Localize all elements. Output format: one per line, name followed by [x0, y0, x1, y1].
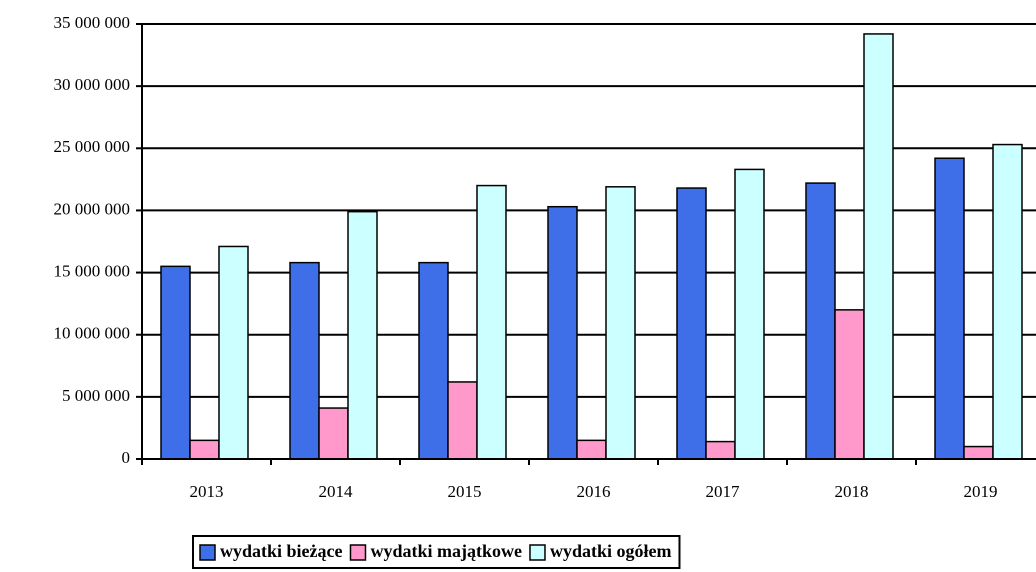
- bar: [447, 381, 478, 460]
- y-tick-label: 10 000 000: [54, 324, 131, 343]
- legend-box: [192, 535, 681, 569]
- bar: [476, 184, 507, 460]
- y-tick-label: 35 000 000: [54, 13, 131, 32]
- bar: [963, 445, 994, 460]
- legend-label: wydatki majątkowe: [370, 541, 522, 561]
- x-tick-label: 2013: [190, 482, 224, 501]
- bar: [160, 265, 191, 460]
- bar: [805, 182, 836, 460]
- x-tick-label: 2019: [964, 482, 998, 501]
- y-tick-label: 30 000 000: [54, 75, 131, 94]
- legend-swatch: [529, 544, 546, 561]
- legend-label: wydatki ogółem: [550, 541, 672, 561]
- legend-swatch: [349, 544, 367, 561]
- x-tick-label: 2014: [319, 482, 354, 501]
- bar: [992, 143, 1023, 460]
- x-tick-label: 2017: [706, 482, 741, 501]
- y-tick-label: 0: [122, 448, 131, 467]
- legend-swatch: [199, 544, 216, 561]
- bar: [605, 186, 636, 460]
- bar: [289, 261, 320, 460]
- bar: [734, 168, 765, 460]
- y-tick-label: 15 000 000: [54, 261, 131, 280]
- bar: [347, 210, 378, 460]
- y-tick-label: 5 000 000: [62, 386, 130, 405]
- bar: [705, 440, 736, 460]
- bar: [863, 33, 894, 460]
- bar: [547, 205, 578, 460]
- bar: [934, 157, 965, 460]
- bar: [418, 261, 449, 460]
- bar: [189, 439, 220, 460]
- x-tick-label: 2015: [448, 482, 482, 501]
- x-tick-label: 2018: [835, 482, 869, 501]
- y-tick-label: 25 000 000: [54, 137, 131, 156]
- x-tick-label: 2016: [577, 482, 611, 501]
- bar: [834, 309, 865, 460]
- bar: [318, 407, 349, 460]
- legend-label: wydatki bieżące: [220, 541, 342, 561]
- bar: [676, 187, 707, 460]
- bar: [576, 439, 607, 460]
- bar: [218, 245, 249, 460]
- y-tick-label: 20 000 000: [54, 199, 131, 218]
